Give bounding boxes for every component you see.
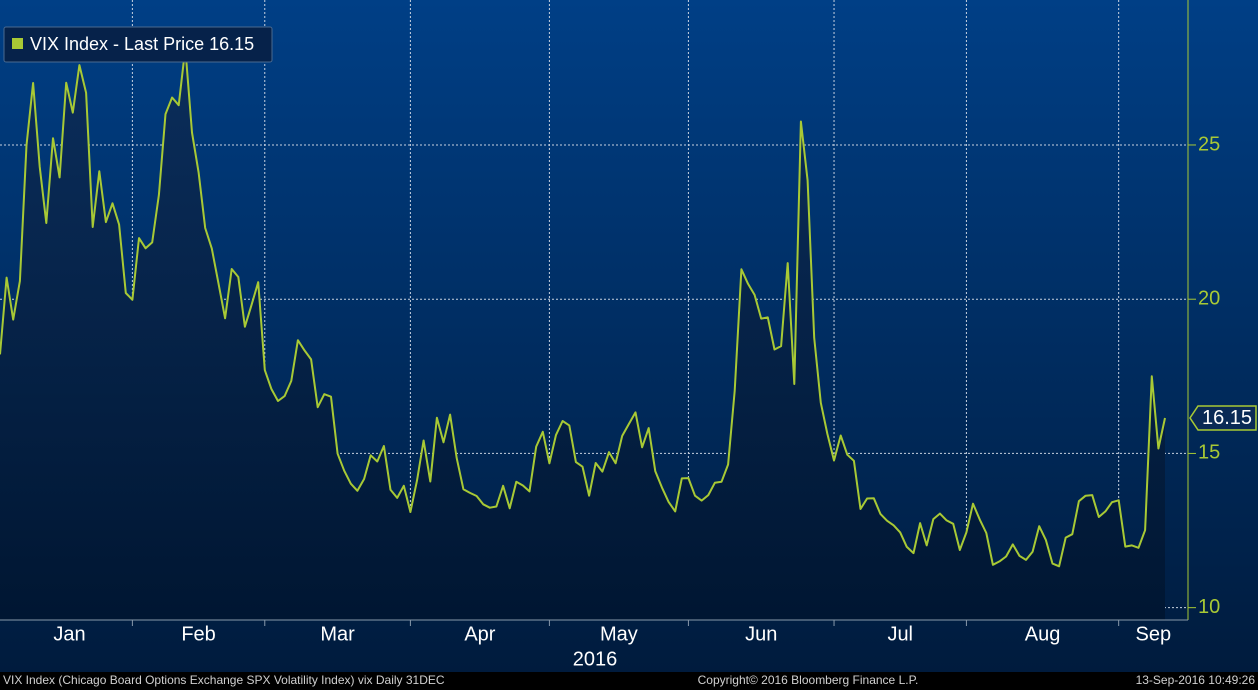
x-tick-label: Feb: [181, 623, 215, 645]
y-tick-label: 25: [1198, 133, 1220, 155]
footer-bar: [0, 672, 1258, 690]
x-tick-label: Sep: [1136, 623, 1172, 645]
x-tick-label: Jan: [53, 623, 85, 645]
last-price-label: 16.15: [1202, 407, 1252, 429]
area: [0, 48, 1165, 621]
x-tick-label: Jul: [887, 623, 913, 645]
year-label: 2016: [573, 648, 618, 670]
y-tick-label: 20: [1198, 287, 1220, 309]
y-tick-label: 15: [1198, 442, 1220, 464]
x-tick-label: Aug: [1025, 623, 1061, 645]
last-price-tag: [1189, 405, 1257, 431]
x-tick-label: May: [600, 623, 638, 645]
legend-box: [3, 26, 273, 63]
y-tick-label: 10: [1198, 596, 1220, 618]
line: [0, 47, 1166, 568]
x-tick-label: Jun: [745, 623, 777, 645]
footer-left: VIX Index (Chicago Board Options Exchang…: [3, 673, 445, 687]
x-tick-label: Apr: [464, 623, 495, 645]
legend-swatch: [12, 38, 23, 49]
x-tick-label: Mar: [320, 623, 355, 645]
footer-right: 13-Sep-2016 10:49:26: [1136, 673, 1256, 687]
legend-label: VIX Index - Last Price 16.15: [30, 34, 254, 54]
footer-center: Copyright© 2016 Bloomberg Finance L.P.: [698, 673, 919, 687]
